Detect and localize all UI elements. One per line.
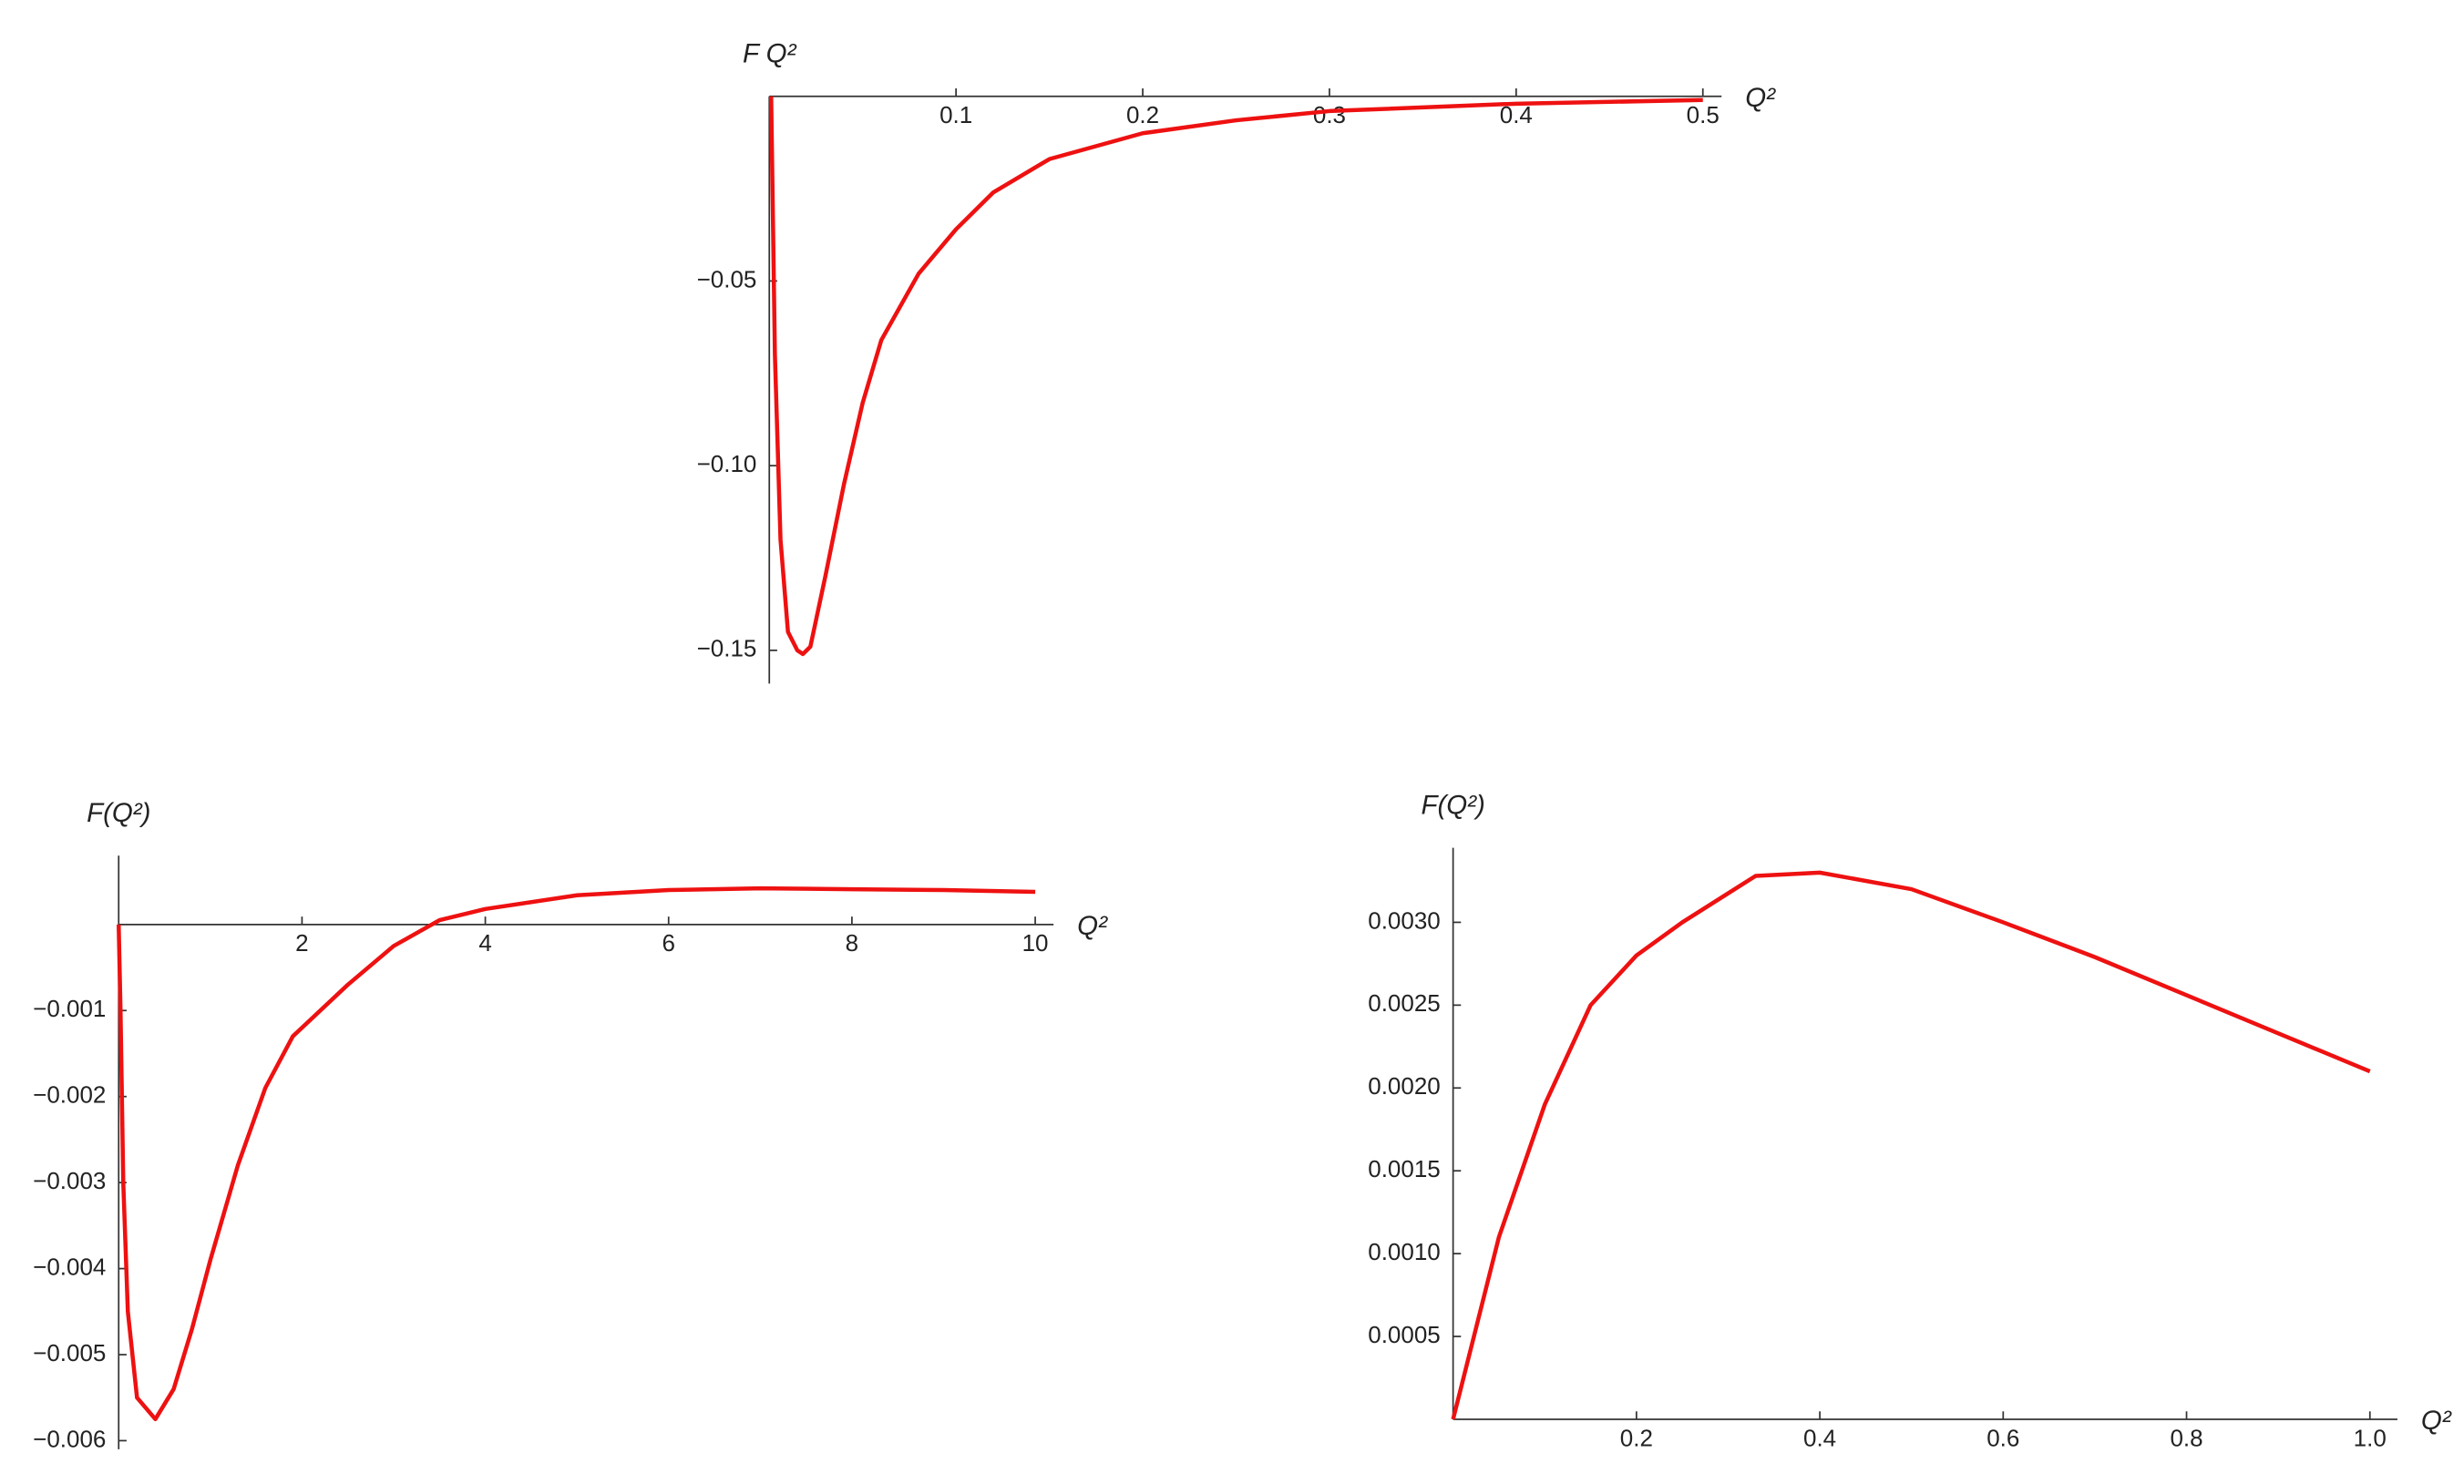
x-tick-label: 0.2 xyxy=(1620,1424,1653,1451)
curve xyxy=(116,885,1036,1422)
y-tick-label: 0.0025 xyxy=(1368,989,1440,1017)
x-tick-label: 0.5 xyxy=(1687,101,1720,128)
y-tick-label: −0.004 xyxy=(33,1253,106,1280)
y-tick-label: −0.006 xyxy=(33,1425,106,1452)
y-tick-label: 0.0020 xyxy=(1368,1072,1440,1100)
x-axis-label: Q² xyxy=(1077,911,1108,941)
y-tick-label: −0.05 xyxy=(697,265,757,292)
y-axis-label: F(Q²) xyxy=(1421,790,1484,820)
x-tick-label: 0.8 xyxy=(2170,1424,2202,1451)
x-axis-label: Q² xyxy=(2421,1406,2452,1436)
y-tick-label: −0.002 xyxy=(33,1081,106,1109)
y-tick-label: −0.15 xyxy=(697,635,757,662)
x-tick-label: 2 xyxy=(295,929,308,957)
y-axis-label: F Q² xyxy=(743,38,797,68)
y-tick-label: −0.005 xyxy=(33,1339,106,1366)
x-tick-label: 0.6 xyxy=(1987,1424,2019,1451)
y-tick-label: 0.0010 xyxy=(1368,1238,1440,1265)
x-axis-label: Q² xyxy=(1745,83,1776,113)
x-tick-label: 0.1 xyxy=(939,101,972,128)
x-tick-label: 6 xyxy=(662,929,675,957)
y-tick-label: 0.0030 xyxy=(1368,906,1440,934)
y-tick-label: −0.001 xyxy=(33,995,106,1022)
x-tick-label: 0.3 xyxy=(1313,101,1346,128)
curve xyxy=(1451,870,2371,1420)
x-tick-label: 4 xyxy=(478,929,491,957)
x-tick-label: 0.2 xyxy=(1126,101,1159,128)
x-tick-label: 8 xyxy=(846,929,858,957)
y-tick-label: 0.0015 xyxy=(1368,1155,1440,1182)
x-tick-label: 10 xyxy=(1022,929,1049,957)
y-tick-label: −0.003 xyxy=(33,1167,106,1194)
y-tick-label: −0.10 xyxy=(697,450,757,477)
curve xyxy=(769,96,1703,657)
y-axis-label: F(Q²) xyxy=(87,798,150,828)
x-tick-label: 1.0 xyxy=(2354,1424,2387,1451)
y-tick-label: 0.0005 xyxy=(1368,1321,1440,1348)
x-tick-label: 0.4 xyxy=(1803,1424,1836,1451)
